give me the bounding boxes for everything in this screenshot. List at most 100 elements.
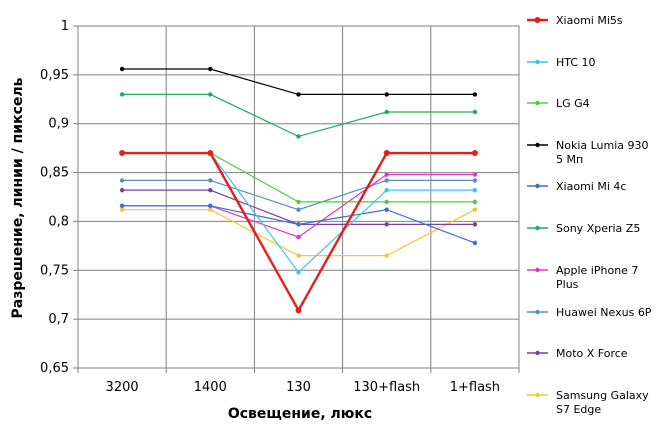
legend-swatch-marker (535, 100, 540, 106)
data-point (384, 253, 389, 258)
legend-label: Sony Xperia Z5 (556, 222, 640, 235)
data-point (472, 172, 478, 177)
legend-swatch-marker (535, 392, 540, 398)
x-tick-label: 1400 (194, 380, 227, 395)
data-point (296, 222, 301, 227)
data-point (208, 187, 213, 193)
data-point (296, 92, 301, 97)
legend-swatch-marker (535, 183, 540, 189)
legend-swatch-marker (535, 309, 540, 315)
data-point (296, 234, 301, 240)
data-point (472, 199, 478, 205)
legend-item: Huawei Nexus 6P (527, 306, 652, 319)
data-point (208, 178, 213, 183)
series-line (122, 209, 476, 257)
data-point (119, 187, 125, 193)
series-3 (119, 66, 478, 97)
series-7 (119, 178, 478, 212)
x-tick-label: 130+flash (353, 380, 420, 395)
legend-swatch-marker (535, 267, 540, 273)
data-point (471, 150, 478, 157)
data-point (208, 207, 213, 212)
series-4 (119, 203, 478, 246)
grid-lines (78, 25, 519, 369)
data-point (119, 207, 125, 212)
series-line (122, 152, 475, 203)
data-point (208, 92, 213, 97)
data-point (119, 203, 125, 208)
legend-label: Xiaomi Mi 4c (556, 180, 626, 193)
y-tick-label: 0,9 (48, 117, 69, 132)
data-point (119, 150, 126, 157)
y-tick-label: 0,95 (40, 68, 69, 83)
y-tick-label: 0,75 (40, 263, 69, 278)
series-line (122, 151, 475, 313)
data-point (472, 92, 478, 97)
data-point (119, 92, 125, 97)
data-point (296, 134, 301, 139)
data-point (384, 222, 389, 227)
legend-item: Nokia Lumia 930 5 Мп (527, 139, 649, 166)
legend-item: Moto X Force (527, 347, 628, 360)
data-point (384, 178, 389, 183)
plot-area (77, 25, 520, 369)
legend-label: HTC 10 (556, 56, 596, 69)
legend-label: Xiaomi Mi5s (556, 14, 623, 27)
x-axis-title: Освещение, люкс (228, 406, 372, 422)
data-point (384, 172, 389, 177)
legend-item: Xiaomi Mi5s (527, 14, 623, 27)
x-tick-label: 130 (286, 380, 311, 395)
data-point (383, 150, 390, 157)
data-point (472, 207, 478, 212)
legend-item: Sony Xperia Z5 (527, 222, 640, 235)
series-8 (119, 187, 478, 227)
data-point (296, 199, 301, 205)
series-2 (119, 150, 478, 205)
data-point (384, 92, 389, 97)
data-point (296, 253, 301, 258)
series-5 (119, 92, 478, 139)
legend-label: Nokia Lumia 930 5 Мп (556, 139, 649, 166)
series-line (122, 93, 475, 138)
data-point (472, 178, 478, 183)
data-point (472, 187, 478, 193)
x-axis-ticks: 3200 1400 130 130+flash 1+flash (77, 368, 520, 395)
series-line (122, 189, 475, 225)
data-point (384, 207, 389, 212)
legend-label: Moto X Force (556, 347, 628, 360)
data-point (384, 187, 389, 193)
data-point (472, 240, 478, 246)
data-point (472, 109, 478, 115)
data-point (472, 222, 478, 227)
legend-item: HTC 10 (527, 56, 596, 69)
data-point (384, 109, 389, 115)
data-point (119, 66, 125, 72)
legend-swatch-marker (535, 142, 540, 148)
data-point (296, 207, 301, 212)
data-point (207, 150, 214, 157)
data-point (119, 178, 125, 183)
data-point (296, 270, 301, 275)
y-tick-label: 0,85 (40, 166, 69, 181)
legend-swatch-marker (535, 225, 540, 231)
data-point (384, 199, 389, 205)
y-tick-label: 0,65 (40, 361, 69, 376)
legend-swatch-marker (535, 350, 540, 356)
data-point (208, 203, 213, 208)
legend-swatch-marker (535, 59, 540, 65)
y-tick-label: 0,8 (48, 214, 69, 229)
legend-label: Apple iPhone 7 Plus (556, 264, 638, 291)
y-axis-ticks: 0,65 0,7 0,75 0,8 0,85 0,9 0,95 1 (40, 19, 78, 376)
series-0 (119, 150, 478, 314)
legend-label: Huawei Nexus 6P (556, 306, 652, 319)
y-tick-label: 0,7 (48, 312, 69, 327)
series-9 (119, 207, 478, 258)
legend-label: LG G4 (556, 97, 590, 110)
legend: Xiaomi Mi5s HTC 10 LG G4 Nokia Lumia 930 5 М… (527, 14, 652, 416)
legend-label: Samsung Galaxy S7 Edge (556, 389, 649, 416)
y-axis-title: Разрешение, линии / пиксель (10, 77, 26, 318)
y-tick-label: 1 (61, 19, 69, 34)
data-point (295, 307, 302, 314)
legend-item: Samsung Galaxy S7 Edge (527, 389, 649, 416)
